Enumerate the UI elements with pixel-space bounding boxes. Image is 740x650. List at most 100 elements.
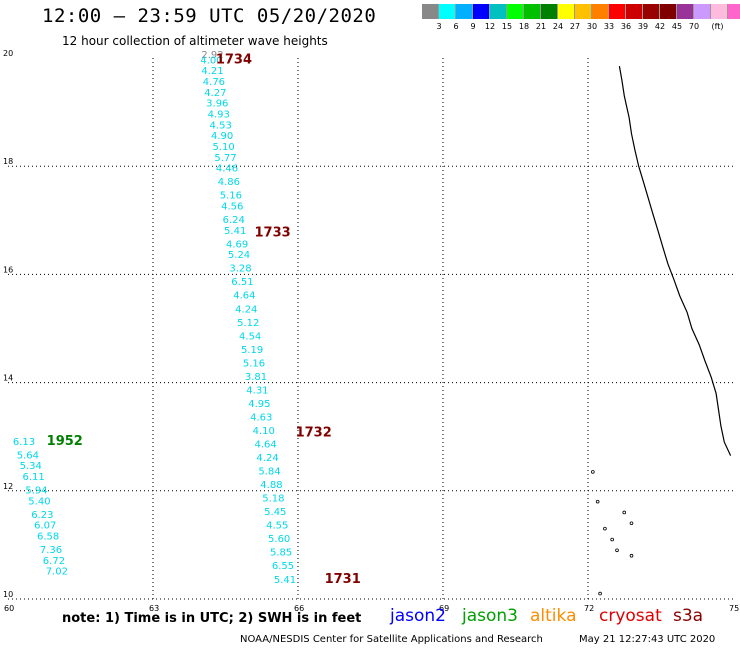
- wave-height-label: 4.00: [200, 55, 222, 66]
- satellite-altika-label: altika: [530, 606, 577, 626]
- color-swatch: [643, 4, 660, 19]
- color-scale-tick-label: 18: [518, 22, 530, 31]
- color-swatch: [558, 4, 575, 19]
- wave-height-label: 5.40: [28, 496, 50, 507]
- wave-height-label: 5.19: [241, 345, 263, 356]
- lat-tick-label: 14: [3, 374, 13, 383]
- wave-height-label: 6.13: [13, 437, 35, 448]
- color-swatch: [575, 4, 592, 19]
- color-swatch: [626, 4, 643, 19]
- color-scale-tick-label: 6: [453, 22, 459, 31]
- color-scale-legend: 3 6 9 12 15 18 21 24 27 30 33 36 39 42 45 70 (ft): [422, 4, 740, 34]
- wave-height-label: 4.76: [203, 77, 225, 88]
- color-swatch: [490, 4, 507, 19]
- satellite-s3a-label: s3a: [673, 606, 704, 626]
- color-scale-tick-label: 15: [501, 22, 513, 31]
- lon-tick-label: 75: [729, 604, 739, 613]
- color-scale-tick-label: 30: [586, 22, 598, 31]
- lon-tick-label: 69: [439, 604, 449, 613]
- satellite-jason3-label: jason3: [462, 606, 518, 626]
- island-shape: [598, 591, 602, 596]
- color-scale-tick-label: 39: [637, 22, 649, 31]
- wave-height-label: 6.23: [31, 510, 53, 521]
- wave-height-label: 5.10: [212, 142, 234, 153]
- track-id-label: 1952: [47, 434, 83, 449]
- color-scale-tick-label: 12: [484, 22, 496, 31]
- wave-height-label: 4.53: [210, 120, 232, 131]
- island-shape: [629, 521, 634, 526]
- wave-height-label: 4.64: [255, 440, 277, 451]
- wave-height-label: 4.24: [256, 453, 278, 464]
- color-scale-tick-label: 42: [654, 22, 666, 31]
- track-id-label: 1732: [296, 426, 332, 441]
- color-swatch: [541, 4, 558, 19]
- lat-tick-label: 10: [3, 590, 13, 599]
- wave-height-label: 4.10: [253, 426, 275, 437]
- color-swatch: [677, 4, 694, 19]
- island-shape: [610, 537, 614, 542]
- color-scale-tick-label: 36: [620, 22, 632, 31]
- wave-height-label: 5.45: [264, 507, 286, 518]
- wave-height-label: 4.88: [260, 480, 282, 491]
- color-scale-tick-label: 9: [470, 22, 476, 31]
- lat-tick-label: 20: [3, 49, 13, 58]
- lon-tick-label: 63: [149, 604, 159, 613]
- color-swatch: [507, 4, 524, 19]
- wave-height-label: 4.21: [201, 66, 223, 77]
- lon-tick-label: 72: [584, 604, 594, 613]
- track-id-label: 1731: [325, 572, 361, 587]
- wave-height-label: 6.24: [223, 215, 245, 226]
- wave-height-label: 4.24: [235, 304, 257, 315]
- wave-height-label: 5.16: [220, 191, 242, 202]
- wave-height-label: 6.51: [231, 277, 253, 288]
- track-id-label: 1734: [216, 52, 252, 67]
- island-shape: [629, 553, 634, 558]
- wave-height-label: 5.94: [25, 486, 47, 497]
- island-shape: [595, 499, 600, 504]
- wave-height-label: 6.11: [23, 472, 45, 483]
- lat-tick-label: 16: [3, 265, 13, 274]
- page-title: 12:00 – 23:59 UTC 05/20/2020: [42, 5, 377, 27]
- wave-height-label: 4.27: [204, 88, 226, 99]
- wave-height-label: 6.72: [43, 556, 65, 567]
- wave-height-label: 7.02: [46, 567, 68, 578]
- track-id-label: 1733: [255, 226, 291, 241]
- color-swatch: [524, 4, 541, 19]
- color-swatch: [592, 4, 609, 19]
- wave-height-label: 5.12: [237, 318, 259, 329]
- color-swatch: [609, 4, 626, 19]
- wave-height-label: 7.36: [40, 545, 62, 556]
- lat-tick-label: 12: [3, 482, 13, 491]
- island-shape: [615, 548, 619, 553]
- wave-height-label: 5.34: [20, 461, 42, 472]
- wave-height-label: 5.18: [262, 494, 284, 505]
- wave-height-label: 4.63: [250, 412, 272, 423]
- wave-height-label: 4.31: [246, 385, 268, 396]
- wave-height-label: 5.85: [270, 548, 292, 559]
- legend-note: note: 1) Time is in UTC; 2) SWH is in fe…: [62, 611, 362, 626]
- india-coastline: [618, 65, 732, 456]
- wave-height-label: 4.93: [208, 110, 230, 121]
- satellite-jason2-label: jason2: [390, 606, 446, 626]
- wave-height-label: 3.81: [245, 372, 267, 383]
- lat-tick-label: 18: [3, 157, 13, 166]
- wave-height-label: 3.28: [229, 264, 251, 275]
- color-swatch: [711, 4, 728, 19]
- wave-height-label: 5.24: [228, 250, 250, 261]
- wave-height-label: 6.58: [37, 531, 59, 542]
- wave-height-label: 4.56: [221, 201, 243, 212]
- wave-height-label: 5.16: [243, 358, 265, 369]
- wave-height-label: 2.92: [201, 50, 223, 61]
- lon-tick-label: 60: [4, 604, 14, 613]
- wave-height-label: 4.95: [248, 399, 270, 410]
- wave-height-label: 5.84: [258, 467, 280, 478]
- lon-tick-label: 66: [294, 604, 304, 613]
- color-swatch: [728, 4, 740, 19]
- satellite-cryosat-label: cryosat: [599, 606, 662, 626]
- wave-height-label: 4.90: [211, 131, 233, 142]
- wave-height-label: 6.07: [34, 521, 56, 532]
- wave-height-label: 5.64: [17, 450, 39, 461]
- color-swatch: [456, 4, 473, 19]
- wave-height-label: 4.86: [218, 177, 240, 188]
